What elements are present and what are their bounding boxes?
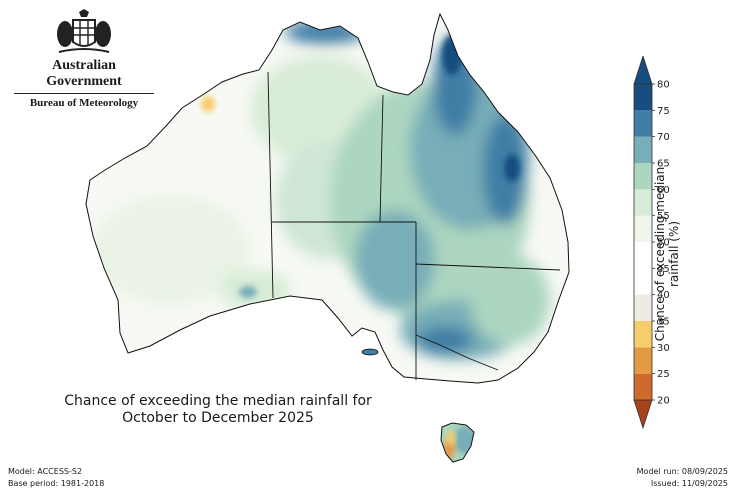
tasmania: [441, 423, 474, 462]
colorbar-tick-label: 75: [657, 106, 670, 117]
colorbar-tick-label: 50: [657, 238, 670, 249]
colorbar-tick-label: 80: [657, 80, 670, 91]
colorbar-tick-label: 45: [657, 264, 670, 275]
model-run-date: Model run: 08/09/2025: [636, 467, 728, 476]
coat-of-arms-icon: [57, 9, 111, 53]
agency-name: Bureau of Meteorology: [29, 97, 139, 109]
map-title: Chance of exceeding the median rainfall …: [48, 393, 388, 427]
colorbar-segment: [634, 294, 652, 321]
footer-right: Model run: 08/09/2025 Issued: 11/09/2025: [637, 466, 728, 490]
colorbar-segment: [634, 268, 652, 295]
colorbar-segment: [634, 163, 652, 190]
colorbar-tick-label: 60: [657, 185, 670, 196]
map-title-line1: Chance of exceeding the median rainfall …: [64, 393, 372, 409]
colorbar-tick-label: 20: [657, 396, 670, 407]
footer-left: Model: ACCESS-S2 Base period: 1981-2018: [8, 466, 104, 490]
colorbar-tick-label: 65: [657, 159, 670, 170]
colorbar-label: Chance of exceeding median rainfall (%): [653, 166, 681, 342]
colorbar-segment: [634, 242, 652, 269]
colorbar-segment: [634, 189, 652, 216]
tasmania-coastline: [440, 422, 475, 463]
model-name: Model: ACCESS-S2: [8, 467, 83, 476]
colorbar-segment: [634, 321, 652, 348]
colorbar: 20 25 30 35 40 45 50 55 60 65 70 75 80: [633, 56, 670, 430]
colorbar-tick-label: 70: [657, 132, 670, 143]
colorbar-segment: [634, 110, 652, 137]
colorbar-tick-label: 35: [657, 317, 670, 328]
colorbar-segment: [634, 136, 652, 163]
base-period: Base period: 1981-2018: [8, 479, 105, 488]
australia-coastline: [85, 12, 570, 384]
colorbar-segment: [634, 347, 652, 374]
colorbar-extend-bottom: [633, 399, 653, 430]
bom-logo: Australian Government Bureau of Meteorol…: [14, 8, 154, 109]
colorbar-segment: [634, 373, 652, 400]
colorbar-tick-label: 25: [657, 369, 670, 380]
issued-date: Issued: 11/09/2025: [650, 479, 728, 488]
colorbar-segment: [634, 84, 652, 111]
colorbar-extend-top: [633, 56, 653, 85]
government-name: Australian Government: [14, 58, 154, 94]
kangaroo-island: [361, 348, 379, 356]
colorbar-tick-label: 30: [657, 343, 670, 354]
map-title-line2: October to December 2025: [122, 410, 314, 426]
colorbar-segment: [634, 215, 652, 242]
state-borders: [267, 71, 561, 380]
colorbar-tick-label: 55: [657, 211, 670, 222]
colorbar-tick-label: 40: [657, 290, 670, 301]
